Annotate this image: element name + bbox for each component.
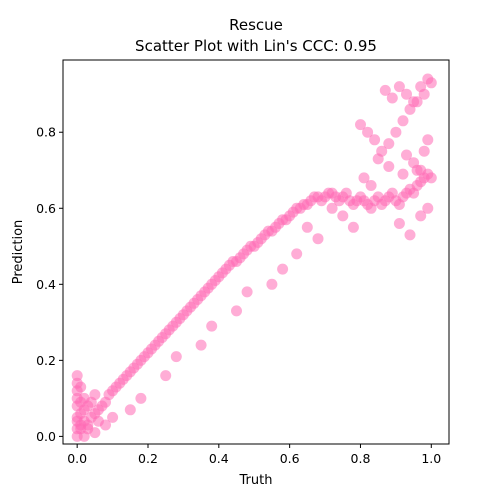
y-tick-label: 0.2: [36, 353, 56, 368]
data-point: [408, 96, 420, 108]
x-tick-label: 0.8: [351, 451, 371, 466]
data-point: [383, 161, 395, 172]
data-point: [379, 84, 391, 96]
data-point: [71, 430, 83, 442]
data-point: [301, 221, 313, 233]
x-tick-label: 0.4: [209, 451, 229, 466]
data-point: [241, 286, 253, 298]
data-point: [312, 233, 324, 245]
data-point: [206, 320, 218, 332]
data-point: [358, 172, 370, 184]
data-point: [393, 81, 405, 93]
data-point: [195, 339, 207, 351]
data-point: [75, 381, 87, 393]
y-tick-label: 0.8: [36, 125, 56, 140]
data-point: [418, 145, 430, 157]
axis-ticks: 0.0 0.2 0.4 0.6 0.8 1.0 0.0 0.2 0.4 0.6 0.8: [36, 125, 441, 466]
data-point: [355, 119, 366, 131]
x-tick-label: 0.0: [67, 451, 87, 466]
data-point: [390, 126, 402, 138]
data-point: [71, 370, 83, 382]
x-tick-label: 0.6: [280, 451, 300, 466]
data-point: [425, 172, 437, 184]
data-point: [231, 305, 242, 317]
data-point: [415, 81, 427, 93]
data-point: [393, 218, 405, 229]
data-point: [415, 164, 427, 176]
data-point: [415, 210, 427, 222]
data-point: [397, 168, 409, 180]
data-point: [362, 126, 374, 138]
data-point: [422, 202, 434, 214]
data-point: [404, 229, 416, 241]
chart-title: Rescue: [229, 16, 283, 34]
y-tick-label: 0.0: [36, 429, 56, 444]
data-point: [89, 427, 101, 439]
data-point: [92, 415, 104, 427]
data-point: [124, 404, 136, 416]
data-points: [71, 73, 437, 442]
data-point: [291, 248, 303, 260]
x-axis-label: Truth: [239, 473, 273, 488]
data-point: [135, 392, 147, 404]
data-point: [71, 423, 83, 435]
data-point: [422, 73, 434, 85]
data-point: [337, 210, 349, 222]
y-tick-label: 0.4: [36, 277, 56, 292]
data-point: [369, 134, 381, 146]
data-point: [365, 180, 377, 191]
data-point: [277, 263, 289, 275]
data-point: [266, 278, 278, 290]
data-point: [397, 115, 409, 127]
data-point: [383, 138, 395, 150]
plot-frame: [62, 59, 450, 445]
data-point: [107, 411, 119, 423]
y-tick-label: 0.6: [36, 201, 56, 216]
y-axis-label: Prediction: [11, 220, 26, 285]
x-tick-label: 1.0: [421, 451, 441, 466]
data-point: [347, 221, 359, 233]
data-point: [386, 92, 398, 104]
data-point: [89, 389, 101, 401]
chart-subtitle: Scatter Plot with Lin's CCC: 0.95: [135, 37, 377, 55]
data-point: [170, 351, 182, 363]
data-point: [160, 370, 172, 382]
data-point: [422, 134, 434, 146]
data-point: [401, 88, 412, 100]
data-point: [372, 153, 384, 165]
data-point: [408, 157, 420, 169]
data-point: [326, 202, 338, 214]
data-point: [71, 415, 83, 427]
data-point: [401, 149, 412, 161]
x-tick-label: 0.2: [138, 451, 158, 466]
